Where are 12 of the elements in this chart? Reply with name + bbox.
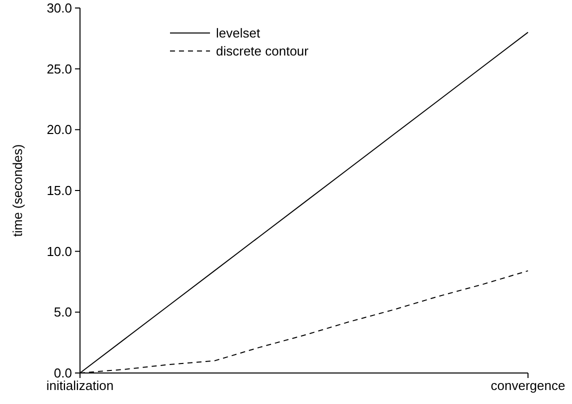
x-tick-label: initialization — [46, 378, 114, 393]
legend-label: levelset — [216, 26, 260, 41]
x-tick-label: convergence — [490, 378, 566, 393]
y-tick-label: 10.0 — [46, 244, 72, 259]
y-tick-label: 15.0 — [46, 183, 72, 198]
y-tick-label: 25.0 — [46, 61, 72, 76]
y-axis-title: time (secondes) — [10, 144, 25, 237]
y-tick-label: 0.0 — [54, 366, 72, 381]
y-tick-label: 20.0 — [46, 122, 72, 138]
y-tick-label: 5.0 — [54, 304, 72, 320]
y-tick-label: 30.0 — [46, 0, 72, 16]
legend-label: discrete contour — [216, 44, 310, 59]
